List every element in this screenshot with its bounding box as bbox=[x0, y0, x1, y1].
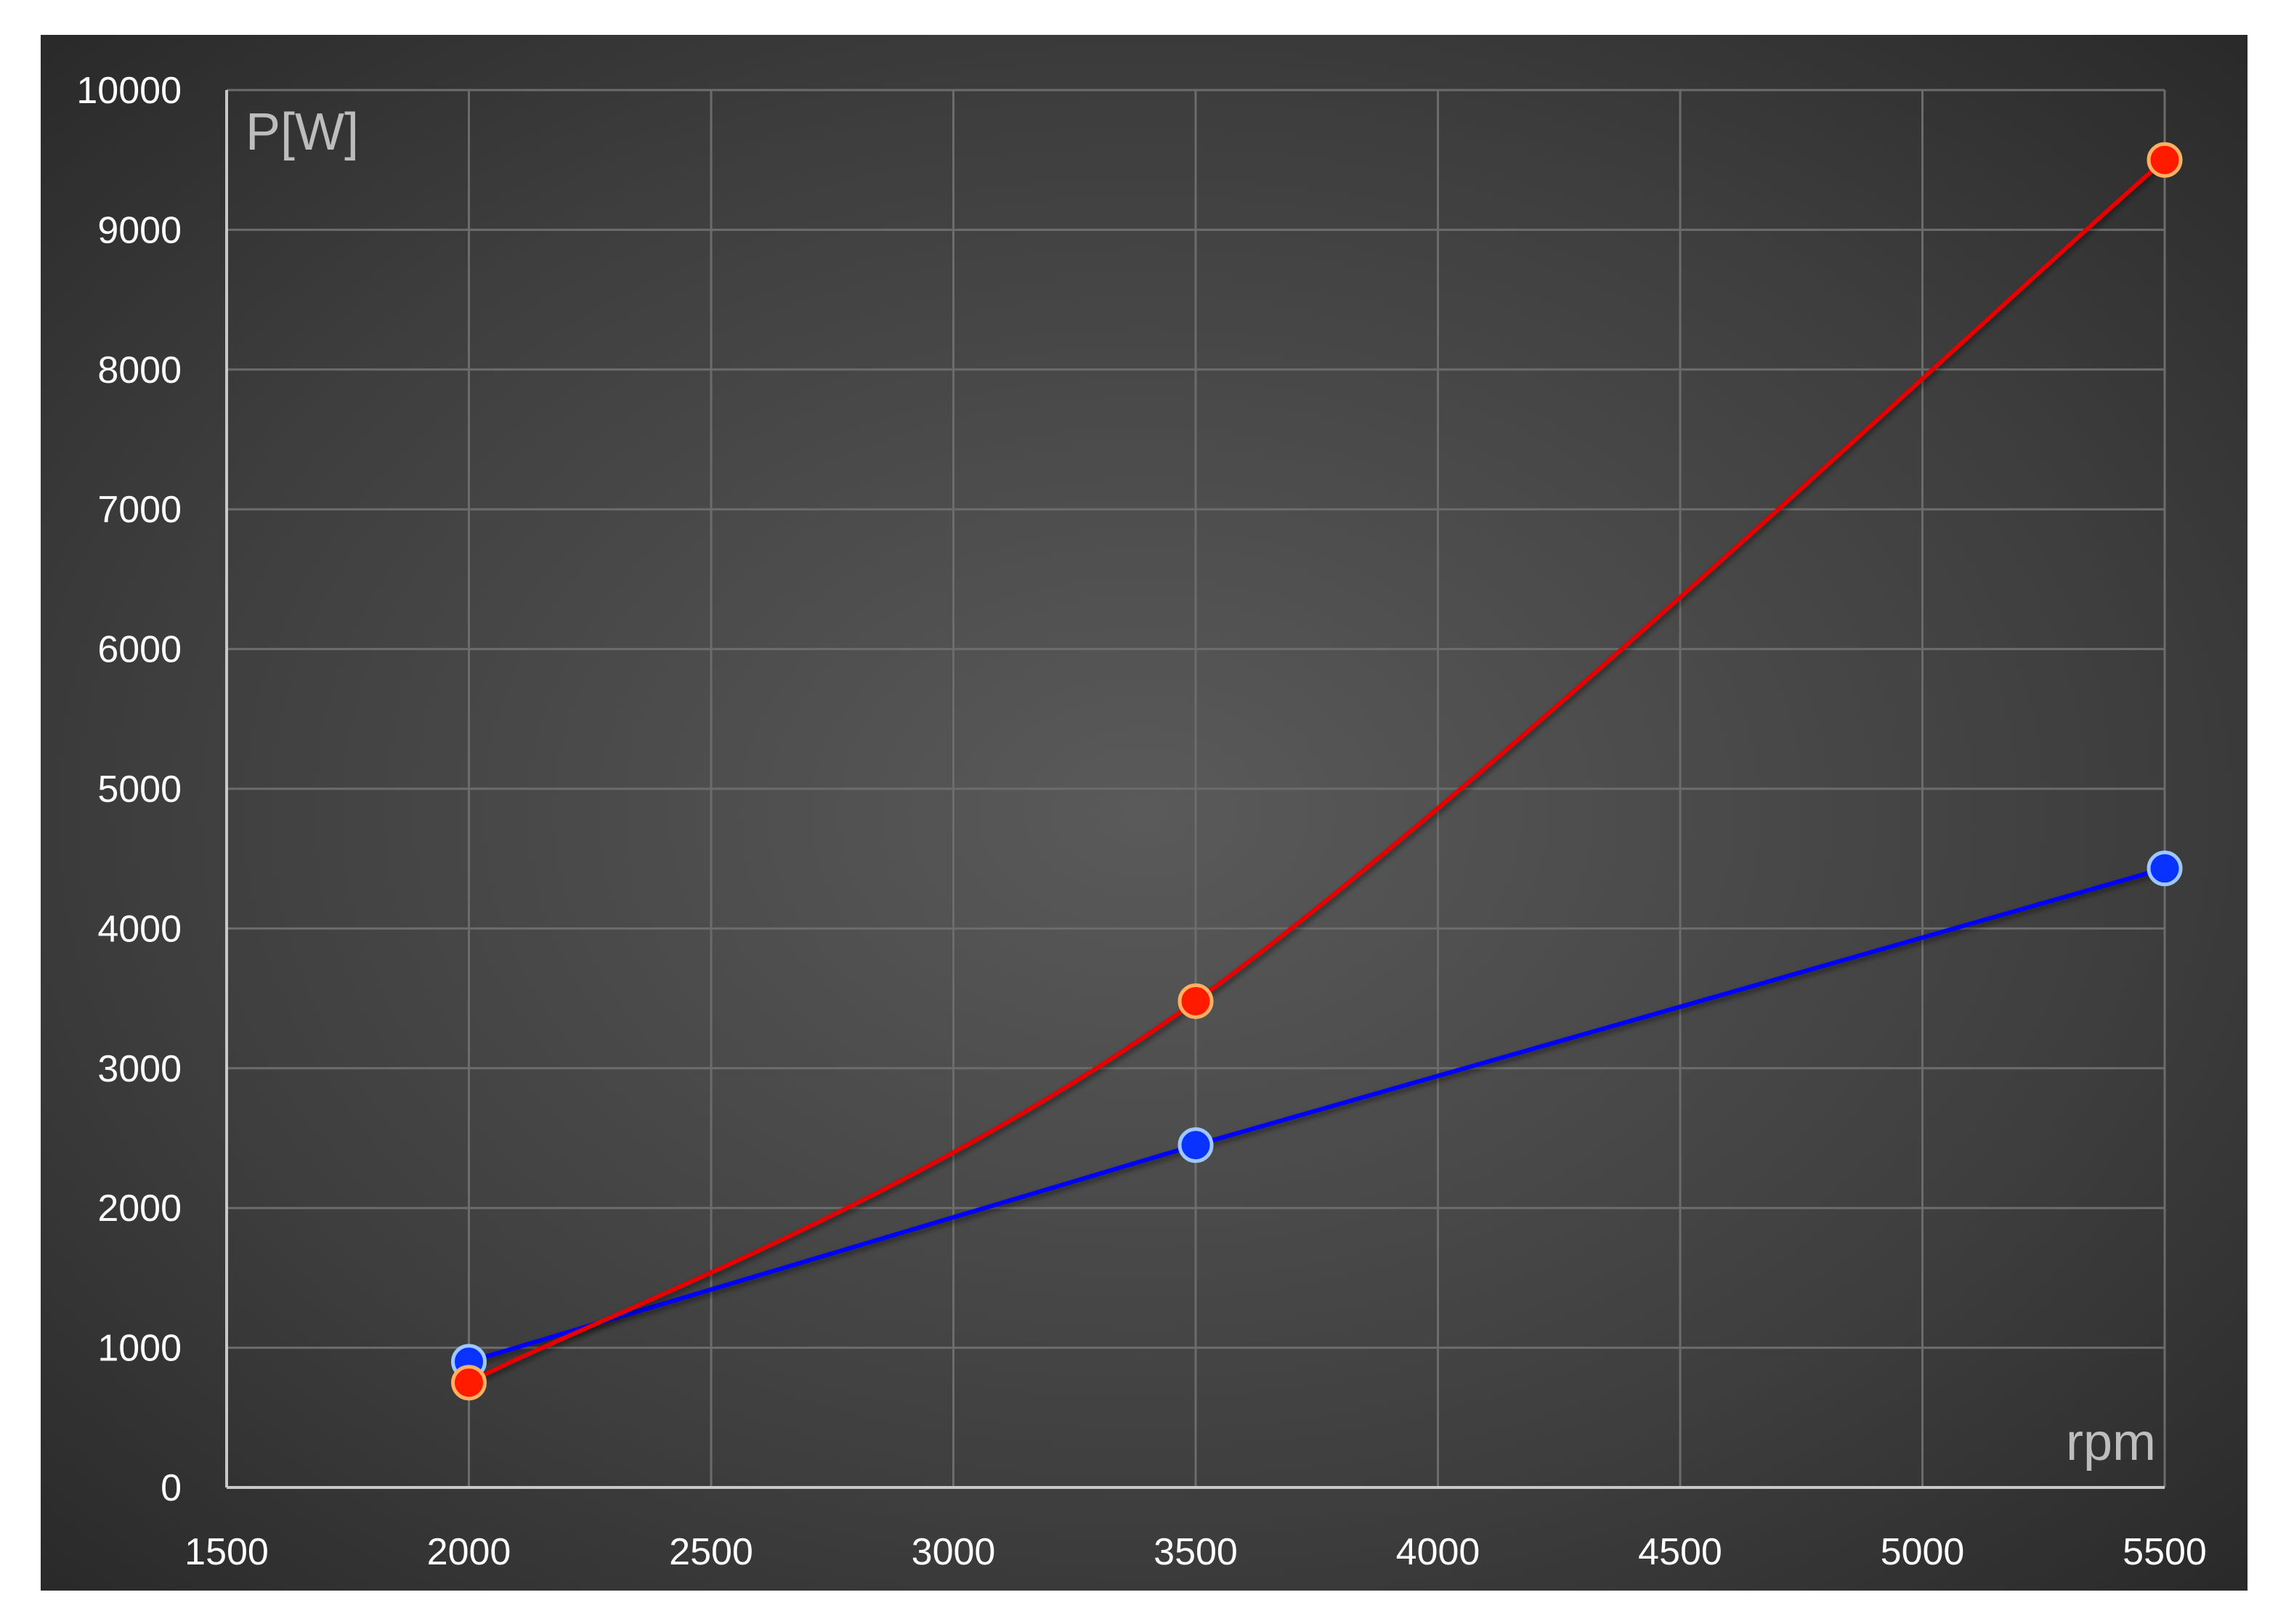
y-tick-label: 4000 bbox=[97, 908, 182, 950]
x-tick-label: 3000 bbox=[912, 1531, 996, 1573]
series-1-point bbox=[1177, 1127, 1214, 1164]
series-2-point bbox=[1177, 983, 1214, 1019]
gridlines bbox=[227, 89, 2166, 1487]
y-tick-label: 5000 bbox=[97, 768, 182, 811]
x-axis-title: rpm bbox=[2066, 1413, 2156, 1471]
y-tick-label: 6000 bbox=[97, 629, 182, 671]
y-tick-label: 1000 bbox=[97, 1328, 182, 1370]
y-axis-title: P[W] bbox=[246, 103, 359, 161]
x-tick-label: 5500 bbox=[2123, 1531, 2207, 1573]
series-2-point bbox=[2147, 142, 2183, 178]
x-tick-label: 4000 bbox=[1396, 1531, 1480, 1573]
x-tick-label: 3500 bbox=[1154, 1531, 1238, 1573]
series-layer bbox=[451, 142, 2183, 1401]
series-1-point bbox=[2147, 850, 2183, 887]
y-tick-labels: 0 1000 2000 3000 4000 5000 6000 7000 8000 9000 100… bbox=[76, 70, 182, 1509]
y-tick-label: 0 bbox=[161, 1467, 182, 1509]
x-tick-label: 5000 bbox=[1881, 1531, 1965, 1573]
x-tick-label: 4500 bbox=[1638, 1531, 1722, 1573]
y-tick-label: 2000 bbox=[97, 1187, 182, 1230]
y-tick-label: 9000 bbox=[97, 209, 182, 251]
x-tick-label: 1500 bbox=[185, 1531, 269, 1573]
series-line-2 bbox=[468, 158, 2166, 1385]
y-tick-label: 7000 bbox=[97, 489, 182, 531]
series-2-point bbox=[451, 1365, 487, 1401]
axes bbox=[225, 90, 2165, 1489]
chart-background bbox=[41, 35, 2247, 1591]
x-tick-label: 2500 bbox=[669, 1531, 753, 1573]
x-tick-label: 2000 bbox=[427, 1531, 511, 1573]
x-tick-labels: 1500 2000 2500 3000 3500 4000 4500 5000 5500 bbox=[185, 1531, 2207, 1573]
y-tick-label: 3000 bbox=[97, 1048, 182, 1090]
y-tick-label: 10000 bbox=[76, 70, 182, 112]
y-tick-label: 8000 bbox=[97, 349, 182, 391]
